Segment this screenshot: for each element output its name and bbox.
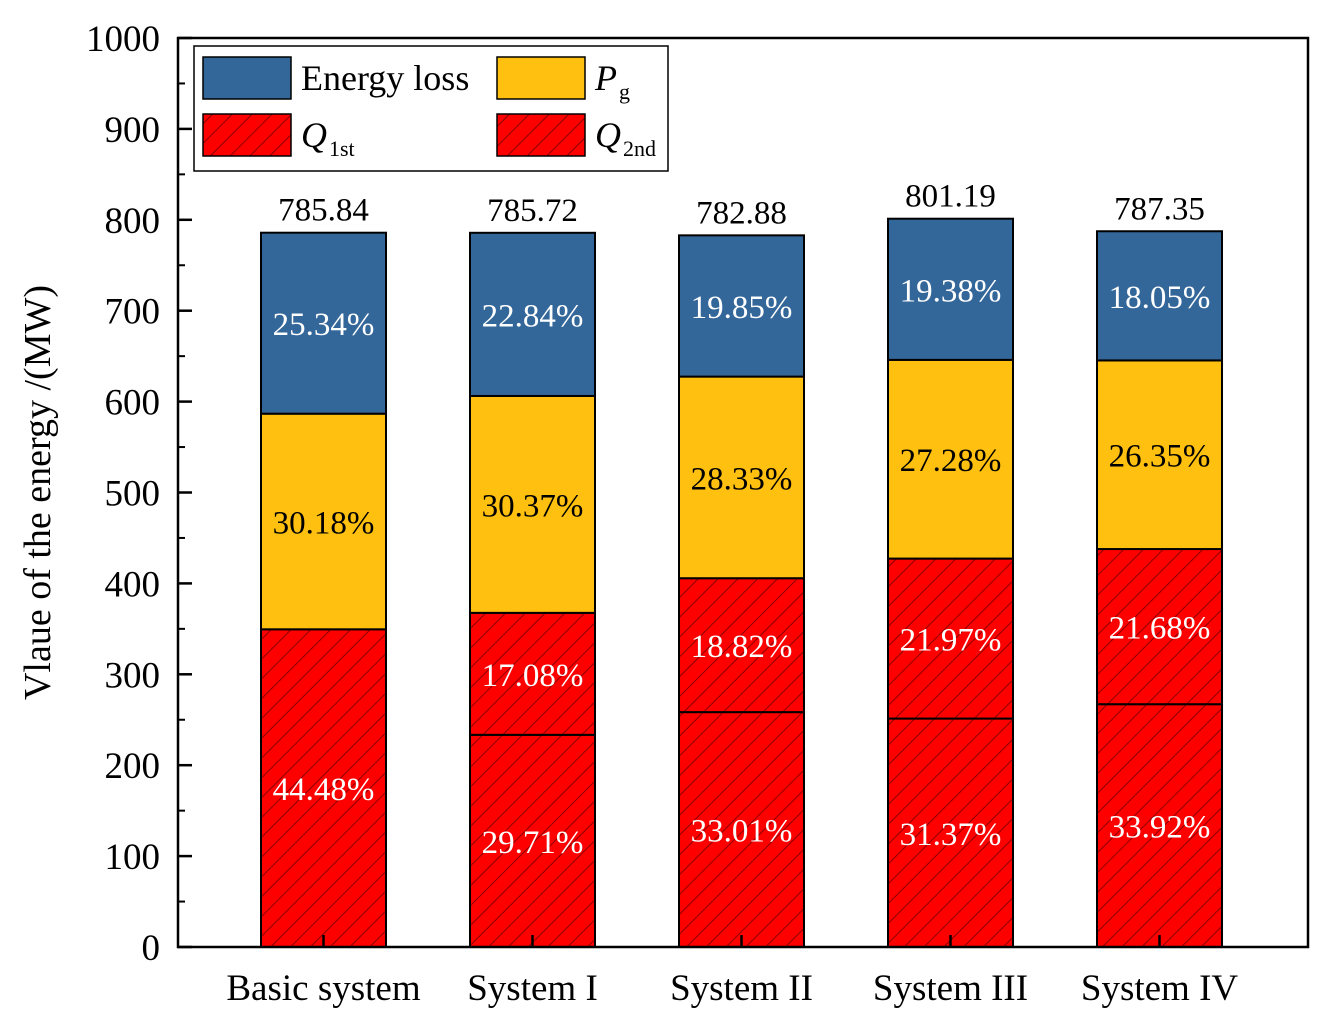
data-label-pg-1: 30.37%	[482, 488, 584, 524]
data-label-pg-2: 28.33%	[691, 461, 793, 497]
y-tick-label-2: 200	[105, 746, 161, 787]
data-label-q2nd-4: 33.92%	[1109, 810, 1211, 846]
data-label-pg-4: 26.35%	[1109, 439, 1211, 475]
data-label-loss-0: 25.34%	[273, 307, 375, 343]
data-label-q1st-4: 21.68%	[1109, 611, 1211, 647]
bar-loss-2	[678, 234, 805, 378]
bar-q2nd-4	[1096, 703, 1223, 949]
legend-label-pg: Pg	[594, 58, 630, 104]
bar-q1st-4	[1096, 548, 1223, 706]
data-label-q1st-1: 17.08%	[482, 658, 584, 694]
legend-label-q2nd: Q2nd	[595, 115, 656, 161]
bar-pg-0	[260, 412, 387, 631]
bar-q2nd-1	[469, 733, 596, 949]
bar-q2nd-3	[887, 717, 1014, 948]
legend-label-q1st: Q1st	[301, 115, 355, 161]
bar-q1st-2	[678, 577, 805, 714]
bar-pg-2	[678, 375, 805, 580]
bar-pg-1	[469, 394, 596, 614]
y-tick-label-10: 1000	[86, 19, 160, 60]
total-label-2: 782.88	[696, 195, 787, 231]
x-tick-label-0: Basic system	[226, 968, 420, 1009]
data-label-pg-0: 30.18%	[273, 505, 375, 541]
bar-loss-3	[887, 217, 1014, 361]
total-label-1: 785.72	[487, 193, 578, 229]
bar-q1st-1	[469, 611, 596, 736]
data-label-q2nd-3: 31.37%	[900, 817, 1002, 853]
x-tick-label-4: System IV	[1081, 968, 1239, 1009]
data-label-q2nd-0: 44.48%	[273, 772, 375, 808]
total-label-0: 785.84	[278, 193, 369, 229]
bar-loss-4	[1096, 230, 1223, 362]
total-label-3: 801.19	[905, 179, 996, 215]
y-tick-label-5: 500	[105, 474, 161, 515]
data-label-q2nd-1: 29.71%	[482, 825, 584, 861]
data-label-loss-3: 19.38%	[900, 273, 1002, 309]
legend-swatch-pg	[496, 56, 586, 100]
legend-swatch-q2nd	[496, 113, 586, 157]
data-label-q1st-2: 18.82%	[691, 629, 793, 665]
y-axis-label: Vlaue of the energy /(MW)	[17, 285, 59, 700]
bars-layer: 44.48% 30.18% 25.34% 785.84 29.71% 17.08% 30.3…	[260, 179, 1223, 949]
legend-label-loss: Energy loss	[301, 58, 469, 98]
data-label-q2nd-2: 33.01%	[691, 814, 793, 850]
bar-q1st-3	[887, 557, 1014, 720]
data-label-loss-2: 19.85%	[691, 290, 793, 326]
y-tick-label-9: 900	[105, 110, 161, 151]
data-label-loss-4: 18.05%	[1109, 280, 1211, 316]
bar-loss-1	[469, 231, 596, 397]
y-tick-label-4: 400	[105, 564, 161, 605]
bar-q2nd-2	[678, 711, 805, 948]
bar-loss-0	[260, 231, 387, 415]
axes-layer: Basic system System I System II System III S…	[17, 19, 1310, 1009]
legend-swatch-q1st	[202, 113, 292, 157]
legend: Energy loss Pg Q1st Q2nd	[193, 45, 669, 172]
data-label-q1st-3: 21.97%	[900, 623, 1002, 659]
y-tick-label-3: 300	[105, 655, 161, 696]
y-tick-label-7: 700	[105, 292, 161, 333]
data-label-pg-3: 27.28%	[900, 443, 1002, 479]
y-tick-label-1: 100	[105, 837, 161, 878]
data-label-loss-1: 22.84%	[482, 298, 584, 334]
x-tick-label-2: System II	[670, 968, 813, 1009]
total-label-4: 787.35	[1114, 191, 1205, 227]
x-tick-label-3: System III	[873, 968, 1028, 1009]
x-tick-label-1: System I	[467, 968, 598, 1009]
bar-q2nd-0	[260, 628, 387, 948]
bar-pg-4	[1096, 359, 1223, 551]
legend-swatch-loss	[202, 56, 292, 100]
y-tick-label-0: 0	[142, 928, 161, 969]
y-tick-label-8: 800	[105, 201, 161, 242]
y-tick-label-6: 600	[105, 383, 161, 424]
